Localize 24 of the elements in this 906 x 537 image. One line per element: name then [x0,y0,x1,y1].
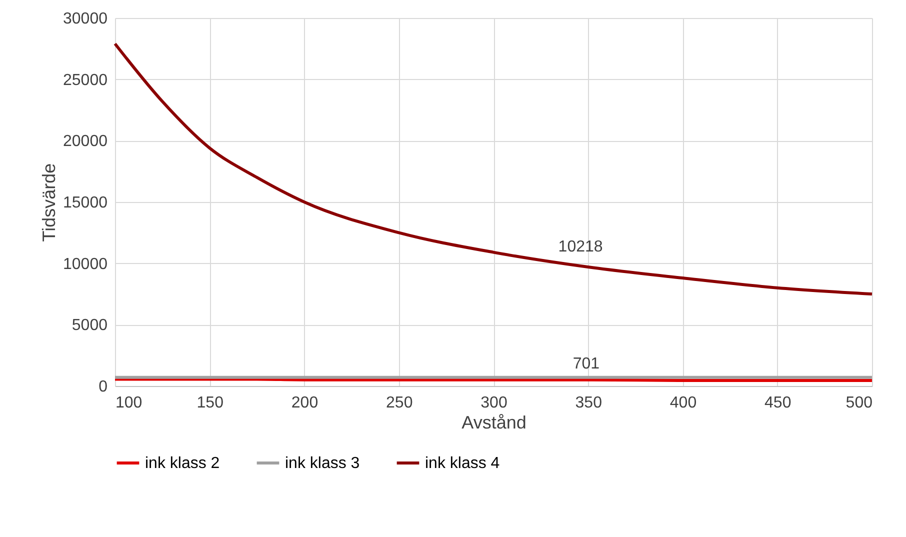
legend-label: ink klass 3 [285,455,360,472]
y-tick-label: 10000 [63,256,108,273]
annotation: 701 [572,355,600,372]
line-series [114,42,874,296]
x-tick-label: 150 [196,394,224,412]
legend-label: ink klass 2 [145,455,220,472]
legend-label: ink klass 4 [425,455,500,472]
y-tick-label: 0 [98,378,108,396]
y-tick-label: 20000 [63,133,108,150]
x-tick-label: 350 [575,394,602,412]
x-tick-label: 300 [480,394,508,412]
x-axis-title: Avstånd [462,412,526,432]
y-tick-label: 5000 [72,317,108,334]
x-tick-label: 450 [764,394,792,412]
x-tick-label: 250 [386,394,413,412]
x-tick-label: 200 [291,394,318,412]
x-tick-label: 100 [116,394,142,412]
y-axis-title: Tidsvärde [39,163,60,242]
y-tick-label: 15000 [63,194,108,212]
y-tick-label: 30000 [63,10,108,28]
x-tick-label: 500 [846,394,873,412]
annotation: 10218 [558,238,603,256]
y-tick-label: 25000 [63,72,108,89]
x-tick-label: 400 [670,394,697,412]
